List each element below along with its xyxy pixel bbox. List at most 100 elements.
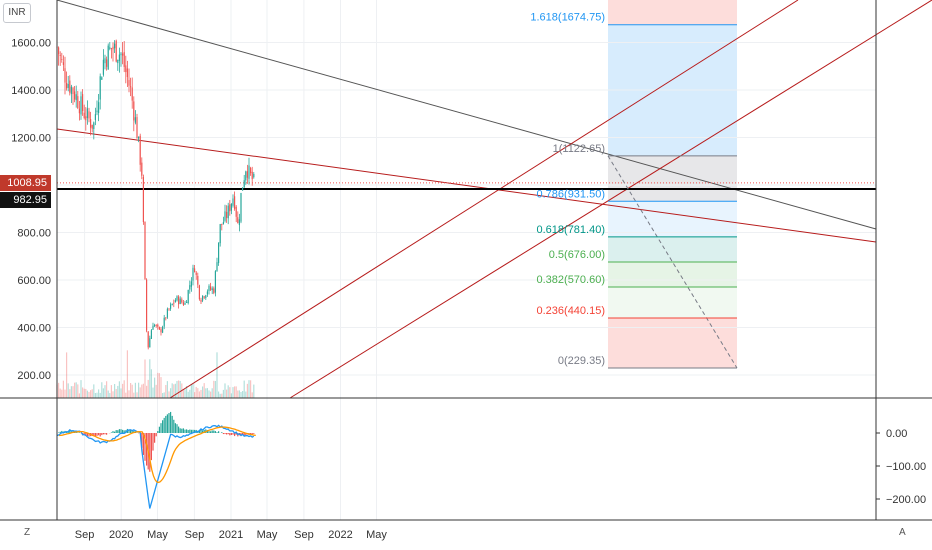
fibonacci-zone [608,0,737,25]
volume-bar [154,377,156,398]
volume-bar [114,384,116,398]
candle-body [59,54,61,56]
macd-histogram-bar [149,433,151,472]
candle-body [88,111,90,119]
macd-histogram-bar [162,420,164,433]
macd-histogram-bar [234,433,236,437]
candle-body [208,285,210,292]
volume-bar [178,380,180,398]
macd-histogram-bar [190,429,192,433]
volume-bar [150,369,152,398]
channel-upper-line[interactable] [169,0,799,399]
volume-bar [104,385,106,398]
volume-bar [90,390,92,398]
macd-histogram-bar [202,430,204,433]
candle-body [218,242,220,263]
candle-body [147,331,149,348]
time-tick-label: 2022 [328,529,352,541]
macd-histogram-bar [174,423,176,433]
time-tick-label: May [147,529,168,541]
candle-body [173,302,175,304]
volume-bar [210,391,212,398]
candle-body [86,108,88,118]
macd-histogram-bar [211,430,213,433]
volume-bar [67,383,69,398]
volume-bar [200,389,202,398]
auto-scale-button[interactable]: A [899,527,906,538]
volume-bar [213,380,215,398]
fibonacci-zone [608,317,737,369]
macd-histogram-bar [213,430,215,433]
candle-body [98,102,100,113]
macd-histogram-bar [123,430,125,433]
candle-body [64,68,66,83]
candle-body [222,222,224,225]
descending-trendline-red[interactable] [56,128,877,243]
macd-histogram-bar [118,429,120,433]
volume-bar [226,389,228,398]
trend-lines[interactable] [56,0,932,399]
candle-body [80,96,82,115]
volume-bar [109,393,111,398]
channel-lower-line[interactable] [289,0,932,399]
candle-body [101,77,103,80]
macd-histogram-bar [59,431,61,433]
candle-body [154,324,156,327]
candle-body [110,48,112,49]
candle-body [176,296,178,301]
candle-body [171,303,173,305]
volume-bar [147,379,149,398]
candle-body [186,301,188,304]
volume-bar [75,382,77,398]
time-tick-label: Sep [294,529,314,541]
volume-bar [221,393,223,398]
macd-histogram-bar [104,433,106,435]
symbol-label[interactable]: INR [3,3,31,23]
volume-bar [102,388,104,398]
candle-body [184,302,186,305]
macd-histogram-bar [229,433,231,436]
macd-histogram-bar [186,429,188,433]
volume-bar [242,391,244,398]
candle-body [240,193,242,222]
candle-body [195,272,197,275]
volume-bar [243,380,245,398]
volume-bar [211,388,213,398]
candle-body [142,177,144,223]
volume-bar [59,388,61,398]
volume-bar [80,380,82,398]
macd-histogram-bar [189,429,191,433]
candle-body [210,286,212,290]
macd-histogram-bar [187,430,189,433]
candle-body [125,65,127,73]
volume-bar [224,383,226,398]
descending-trendline-black[interactable] [56,0,877,230]
macd-histogram-bar [122,429,124,433]
candle-body [219,224,221,244]
price-tick-label: 400.00 [17,323,51,335]
macd-histogram-bar [216,432,218,433]
volume-bar [120,388,122,398]
macd-histogram-bar [253,433,255,434]
volume-bar [101,382,103,398]
candle-body [253,173,255,178]
candle-body [246,171,248,178]
candle-body [235,206,237,217]
candle-body [91,124,93,129]
candle-body [226,211,228,218]
scale-button-left[interactable]: Z [24,527,31,538]
macd-histogram-bar [235,433,237,435]
volume-bar [160,377,162,398]
fibonacci-lines[interactable] [608,24,737,369]
candle-body [94,114,96,121]
candle-body [128,80,130,86]
volume-bar [110,385,112,398]
candle-body [138,136,140,139]
candle-body [214,271,216,293]
candle-body [62,62,64,65]
macd-histogram-bar [160,423,162,433]
volume-bar [238,390,240,398]
macd-histogram-bar [181,428,183,433]
